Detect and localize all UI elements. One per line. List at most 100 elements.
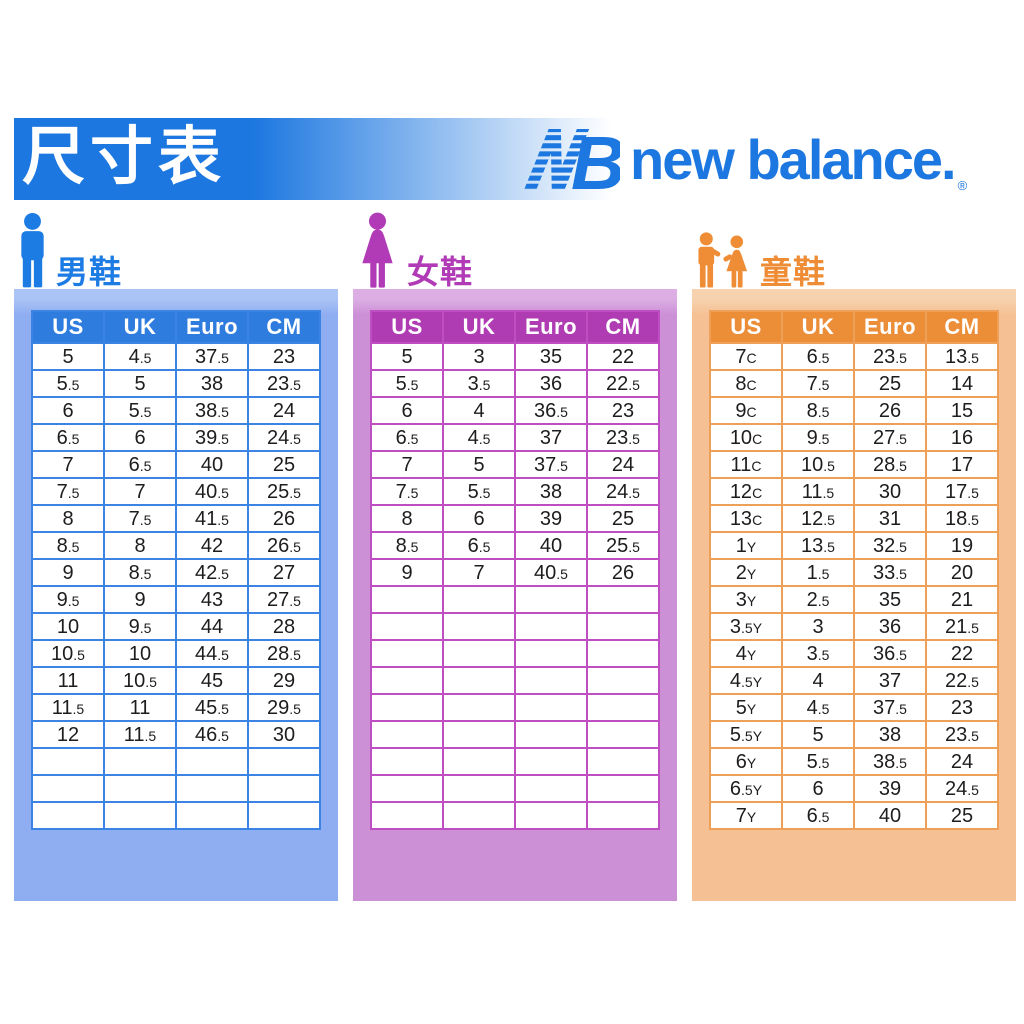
size-cell: 24 bbox=[586, 450, 660, 479]
size-cell: 38.5 bbox=[853, 747, 927, 776]
size-cell: 8.5 bbox=[781, 396, 855, 425]
size-cell: 4.5Y bbox=[709, 666, 783, 695]
size-cell: 9C bbox=[709, 396, 783, 425]
size-row: 7 6.5 40 25 bbox=[31, 450, 321, 479]
size-cell: 5.5 bbox=[370, 369, 444, 398]
women-shoes-section: 女鞋 US UK Euro CM 5 3 35 22 5.5 3.5 36 22.5 6 4 36.5 23 6… bbox=[353, 212, 677, 901]
empty-row bbox=[31, 747, 321, 776]
size-row: 4.5Y 4 37 22.5 bbox=[709, 666, 999, 695]
size-cell: 17 bbox=[925, 450, 999, 479]
empty-cell bbox=[586, 801, 660, 830]
empty-cell bbox=[442, 801, 516, 830]
size-cell: 7.5 bbox=[103, 504, 177, 533]
size-cell: 6.5 bbox=[31, 423, 105, 452]
size-cell: 6 bbox=[442, 504, 516, 533]
size-cell: 22 bbox=[925, 639, 999, 668]
size-cell: 33.5 bbox=[853, 558, 927, 587]
size-cell: 32.5 bbox=[853, 531, 927, 560]
kids-table-panel: US UK Euro CM 7C 6.5 23.5 13.5 8C 7.5 25 14 9C 8.5 26 1… bbox=[692, 289, 1016, 901]
size-cell: 24 bbox=[247, 396, 321, 425]
size-row: 5Y 4.5 37.5 23 bbox=[709, 693, 999, 722]
size-row: 5.5 3.5 36 22.5 bbox=[370, 369, 660, 398]
size-row: 7.5 7 40.5 25.5 bbox=[31, 477, 321, 506]
size-cell: 39 bbox=[853, 774, 927, 803]
size-cell: 1Y bbox=[709, 531, 783, 560]
empty-cell bbox=[370, 747, 444, 776]
empty-cell bbox=[247, 747, 321, 776]
size-cell: 2Y bbox=[709, 558, 783, 587]
empty-row bbox=[31, 801, 321, 830]
size-cell: 22 bbox=[586, 342, 660, 371]
empty-cell bbox=[370, 720, 444, 749]
size-row: 6Y 5.5 38.5 24 bbox=[709, 747, 999, 776]
size-cell: 11.5 bbox=[31, 693, 105, 722]
size-cell: 5.5 bbox=[103, 396, 177, 425]
column-header-euro: Euro bbox=[514, 310, 588, 344]
size-cell: 7.5 bbox=[31, 477, 105, 506]
size-cell: 5 bbox=[781, 720, 855, 749]
size-cell: 36.5 bbox=[514, 396, 588, 425]
size-cell: 21 bbox=[925, 585, 999, 614]
empty-cell bbox=[586, 693, 660, 722]
size-cell: 41.5 bbox=[175, 504, 249, 533]
size-row: 5.5 5 38 23.5 bbox=[31, 369, 321, 398]
empty-cell bbox=[370, 666, 444, 695]
size-row: 7C 6.5 23.5 13.5 bbox=[709, 342, 999, 371]
size-cell: 44 bbox=[175, 612, 249, 641]
size-cell: 11 bbox=[103, 693, 177, 722]
size-cell: 16 bbox=[925, 423, 999, 452]
size-row: 3.5Y 3 36 21.5 bbox=[709, 612, 999, 641]
empty-cell bbox=[370, 774, 444, 803]
size-cell: 25 bbox=[853, 369, 927, 398]
size-cell: 5 bbox=[370, 342, 444, 371]
column-header-cm: CM bbox=[247, 310, 321, 344]
size-cell: 15 bbox=[925, 396, 999, 425]
size-cell: 5 bbox=[31, 342, 105, 371]
empty-row bbox=[370, 801, 660, 830]
size-cell: 24.5 bbox=[586, 477, 660, 506]
size-row: 1Y 13.5 32.5 19 bbox=[709, 531, 999, 560]
size-cell: 4.5 bbox=[103, 342, 177, 371]
size-cell: 8 bbox=[31, 504, 105, 533]
size-cell: 4 bbox=[781, 666, 855, 695]
empty-row bbox=[370, 612, 660, 641]
size-cell: 8 bbox=[103, 531, 177, 560]
size-cell: 36.5 bbox=[853, 639, 927, 668]
size-cell: 5 bbox=[442, 450, 516, 479]
empty-cell bbox=[586, 747, 660, 776]
size-row: 12 11.5 46.5 30 bbox=[31, 720, 321, 749]
new-balance-logo: B new balance. ® bbox=[524, 121, 967, 199]
size-cell: 25 bbox=[925, 801, 999, 830]
empty-cell bbox=[370, 801, 444, 830]
size-cell: 4 bbox=[442, 396, 516, 425]
size-cell: 31 bbox=[853, 504, 927, 533]
column-header-euro: Euro bbox=[175, 310, 249, 344]
men-size-table: US UK Euro CM 5 4.5 37.5 23 5.5 5 38 23.5 6 5.5 38.5 24… bbox=[31, 310, 321, 830]
size-cell: 37 bbox=[514, 423, 588, 452]
size-cell: 35 bbox=[514, 342, 588, 371]
size-row: 5 4.5 37.5 23 bbox=[31, 342, 321, 371]
empty-row bbox=[370, 774, 660, 803]
size-cell: 7.5 bbox=[370, 477, 444, 506]
size-row: 6.5 4.5 37 23.5 bbox=[370, 423, 660, 452]
size-cell: 6.5Y bbox=[709, 774, 783, 803]
size-row: 9 8.5 42.5 27 bbox=[31, 558, 321, 587]
size-cell: 22.5 bbox=[925, 666, 999, 695]
column-header-cm: CM bbox=[925, 310, 999, 344]
size-row: 8 6 39 25 bbox=[370, 504, 660, 533]
column-header-uk: UK bbox=[442, 310, 516, 344]
size-cell: 11C bbox=[709, 450, 783, 479]
size-cell: 10 bbox=[103, 639, 177, 668]
size-cell: 24.5 bbox=[247, 423, 321, 452]
size-cell: 45 bbox=[175, 666, 249, 695]
size-cell: 6 bbox=[370, 396, 444, 425]
header-row: US UK Euro CM bbox=[709, 310, 999, 344]
size-cell: 25 bbox=[247, 450, 321, 479]
size-cell: 7 bbox=[31, 450, 105, 479]
size-cell: 6.5 bbox=[103, 450, 177, 479]
column-header-us: US bbox=[709, 310, 783, 344]
size-cell: 8.5 bbox=[31, 531, 105, 560]
column-header-euro: Euro bbox=[853, 310, 927, 344]
size-cell: 28.5 bbox=[247, 639, 321, 668]
